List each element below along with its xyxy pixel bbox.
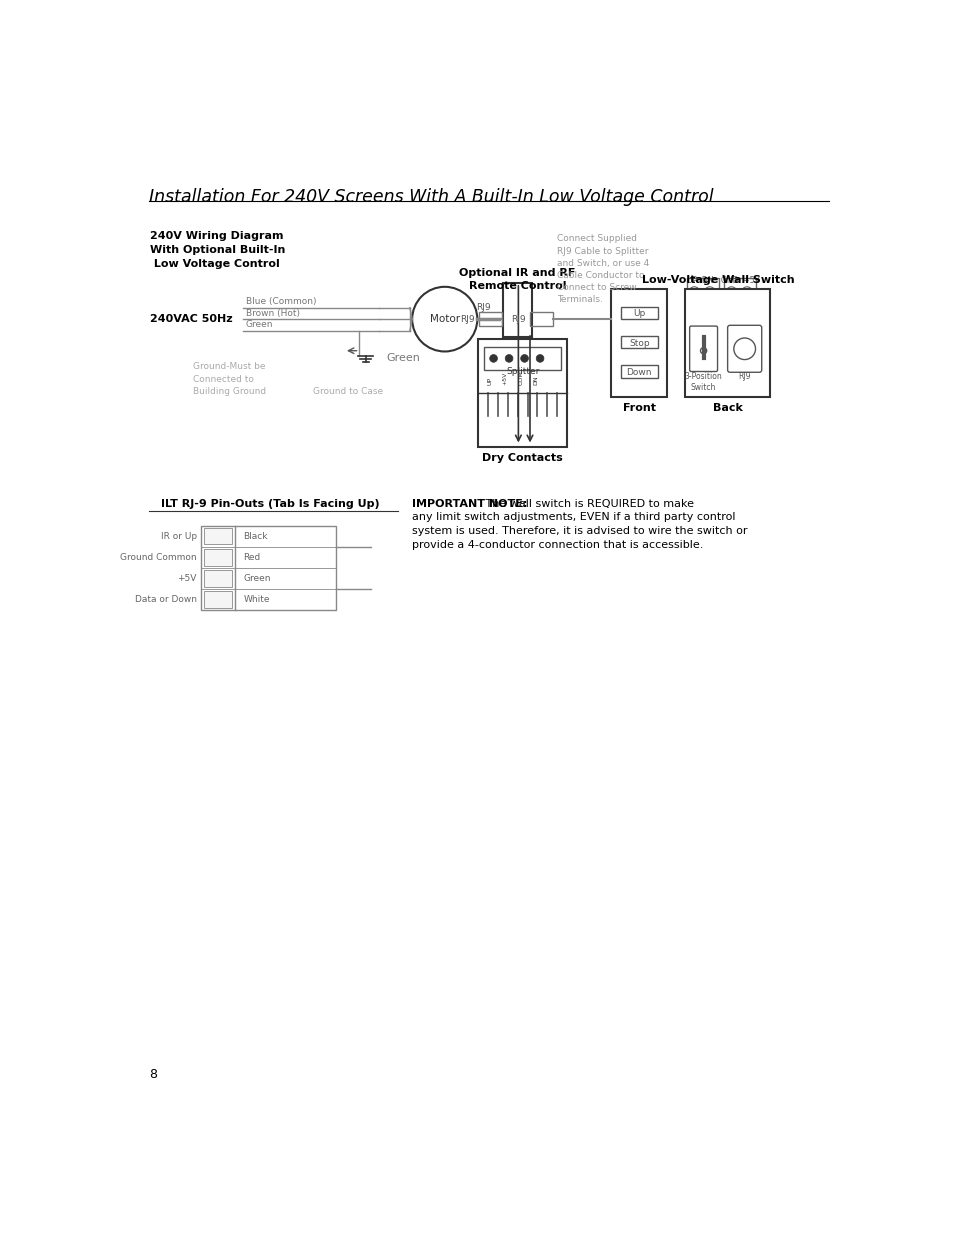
Text: 3-Position
Switch: 3-Position Switch <box>684 372 721 393</box>
Text: RJ9: RJ9 <box>738 372 750 382</box>
Bar <box>204 592 233 608</box>
Text: 240V Wiring Diagram
With Optional Built-In
 Low Voltage Control: 240V Wiring Diagram With Optional Built-… <box>150 231 285 269</box>
Text: Connect Supplied
RJ9 Cable to Splitter
and Switch, or use 4
Cable Conductor to
C: Connect Supplied RJ9 Cable to Splitter a… <box>557 235 649 304</box>
Text: ILT RJ-9 Pin-Outs (Tab Is Facing Up): ILT RJ-9 Pin-Outs (Tab Is Facing Up) <box>161 499 379 509</box>
Text: Ground to Case: Ground to Case <box>313 387 383 396</box>
Text: White: White <box>243 595 270 604</box>
Text: 240VAC 50Hz: 240VAC 50Hz <box>150 314 233 324</box>
Bar <box>478 312 501 326</box>
Text: Green: Green <box>245 320 273 330</box>
Bar <box>620 306 658 319</box>
Bar <box>484 347 560 370</box>
Text: IMPORTANT NOTE:: IMPORTANT NOTE: <box>412 499 527 509</box>
Circle shape <box>489 354 497 362</box>
Text: Up: Up <box>633 309 645 319</box>
Bar <box>502 283 532 337</box>
Text: Green: Green <box>386 353 420 363</box>
Circle shape <box>520 354 528 362</box>
Text: Stop: Stop <box>628 338 649 347</box>
Text: Ground Common: Ground Common <box>120 553 196 562</box>
Text: RJ9: RJ9 <box>476 304 490 312</box>
Bar <box>204 550 233 566</box>
Text: Installation For 240V Screens With A Built-In Low Voltage Control: Installation For 240V Screens With A Bui… <box>149 188 713 206</box>
Text: Black: Black <box>243 531 268 541</box>
Text: RJ9: RJ9 <box>460 315 475 324</box>
Text: Optional IR and RF
Remote Control: Optional IR and RF Remote Control <box>459 268 576 290</box>
Circle shape <box>700 347 706 353</box>
Bar <box>200 526 335 610</box>
Text: Green: Green <box>243 574 271 583</box>
Text: Data or Down: Data or Down <box>134 595 196 604</box>
Text: Low-Voltage Wall Switch: Low-Voltage Wall Switch <box>641 275 794 285</box>
Text: IR or Up: IR or Up <box>160 531 196 541</box>
Text: 8: 8 <box>149 1068 156 1082</box>
Text: Red: Red <box>243 553 260 562</box>
Text: Dry Contacts: Dry Contacts <box>482 453 562 463</box>
Circle shape <box>744 290 748 294</box>
Text: Front: Front <box>622 403 655 412</box>
Circle shape <box>692 290 695 294</box>
Circle shape <box>729 290 732 294</box>
Bar <box>684 289 769 396</box>
Text: system is used. Therefore, it is advised to wire the switch or: system is used. Therefore, it is advised… <box>412 526 747 536</box>
Text: provide a 4-conductor connection that is accessible.: provide a 4-conductor connection that is… <box>412 540 703 550</box>
Text: The wall switch is REQUIRED to make: The wall switch is REQUIRED to make <box>481 499 693 509</box>
Bar <box>204 571 233 587</box>
Text: any limit switch adjustments, EVEN if a third party control: any limit switch adjustments, EVEN if a … <box>412 513 735 522</box>
Text: +5V: +5V <box>502 372 507 385</box>
Text: UP: UP <box>487 377 492 385</box>
Text: Back: Back <box>712 403 741 412</box>
Text: Blue (Common): Blue (Common) <box>245 298 315 306</box>
Text: GND  +5V: GND +5V <box>720 277 760 285</box>
Text: COM: COM <box>517 370 522 385</box>
Circle shape <box>707 290 711 294</box>
Bar <box>620 366 658 378</box>
Text: Splitter: Splitter <box>505 367 538 377</box>
Text: Brown (Hot): Brown (Hot) <box>245 309 299 317</box>
Circle shape <box>505 354 513 362</box>
Bar <box>611 289 666 396</box>
Bar <box>530 312 553 326</box>
Text: Motor: Motor <box>429 314 459 324</box>
Text: +5V: +5V <box>177 574 196 583</box>
Text: DN: DN <box>533 375 538 385</box>
Bar <box>686 278 719 295</box>
Bar <box>204 527 233 545</box>
Text: Down: Down <box>626 368 651 377</box>
Bar <box>477 340 567 447</box>
Circle shape <box>536 354 543 362</box>
Bar <box>723 278 756 295</box>
Text: Ground-Must be
Connected to
Building Ground: Ground-Must be Connected to Building Gro… <box>193 362 266 396</box>
Text: UP  DN: UP DN <box>686 277 713 285</box>
Bar <box>620 336 658 348</box>
Text: RJ9: RJ9 <box>511 315 525 324</box>
